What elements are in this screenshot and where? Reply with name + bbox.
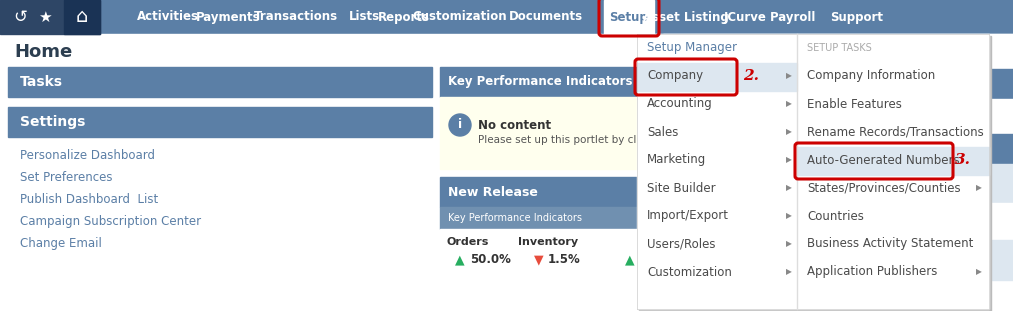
- Text: Application Publishers: Application Publishers: [807, 266, 937, 278]
- Text: ▶: ▶: [786, 128, 792, 137]
- Text: Business Activity Statement: Business Activity Statement: [807, 238, 973, 250]
- Text: Settings: Settings: [20, 115, 85, 129]
- Text: Publish Dashboard  List: Publish Dashboard List: [20, 193, 158, 206]
- Bar: [663, 240, 1013, 280]
- Bar: [8, 67, 432, 97]
- Bar: [639, 36, 991, 311]
- Bar: [440, 67, 655, 97]
- Text: States/Provinces/Counties: States/Provinces/Counties: [807, 182, 960, 194]
- Text: 2014.: 2014.: [673, 235, 761, 263]
- Text: ▼: ▼: [534, 253, 544, 266]
- Text: Campaign Subscription Center: Campaign Subscription Center: [20, 215, 202, 228]
- Text: Activities: Activities: [137, 11, 199, 24]
- Bar: [797, 147, 989, 175]
- Text: 3.: 3.: [955, 153, 970, 167]
- Bar: [663, 134, 1013, 164]
- Text: Auto-Generated Numbers: Auto-Generated Numbers: [807, 154, 959, 166]
- Text: ▶: ▶: [786, 239, 792, 248]
- Text: Inventory: Inventory: [518, 237, 578, 247]
- Text: Change Email: Change Email: [20, 237, 102, 250]
- Text: Please set up this portlet by click: Please set up this portlet by click: [478, 135, 651, 145]
- Text: SETUP TASKS: SETUP TASKS: [807, 43, 872, 53]
- Text: ▶: ▶: [786, 267, 792, 276]
- Text: ▲: ▲: [625, 253, 634, 266]
- Bar: [440, 97, 655, 169]
- Text: Setup Manager: Setup Manager: [647, 41, 737, 54]
- Bar: [797, 34, 989, 309]
- Bar: [0, 0, 1013, 34]
- Text: Company: Company: [647, 69, 703, 82]
- Circle shape: [449, 114, 471, 136]
- Text: 1.5%: 1.5%: [548, 253, 580, 266]
- Text: Import/Export: Import/Export: [647, 210, 729, 222]
- Text: ▶: ▶: [786, 100, 792, 109]
- Bar: [64, 0, 100, 34]
- Text: Countries: Countries: [807, 210, 864, 222]
- Bar: [637, 34, 797, 309]
- Bar: [637, 63, 797, 91]
- Text: JCurve Payroll: JCurve Payroll: [724, 11, 816, 24]
- Text: Customization: Customization: [647, 266, 731, 278]
- Text: Setup: Setup: [610, 11, 648, 24]
- Text: ▶: ▶: [786, 156, 792, 165]
- Text: Site Builder: Site Builder: [647, 182, 715, 194]
- Text: Enable Features: Enable Features: [807, 98, 902, 110]
- Text: No content: No content: [478, 119, 551, 132]
- Text: ▲: ▲: [455, 253, 465, 266]
- Bar: [663, 164, 1013, 203]
- Text: ▶: ▶: [786, 72, 792, 81]
- Text: ▶: ▶: [977, 183, 982, 193]
- Text: ▶: ▶: [786, 183, 792, 193]
- Text: ↺: ↺: [13, 8, 27, 26]
- Text: Asset Listing: Asset Listing: [643, 11, 729, 24]
- Bar: [440, 177, 655, 207]
- Text: Home: Home: [14, 43, 72, 61]
- Text: Company Information: Company Information: [807, 69, 935, 82]
- Bar: [0, 0, 100, 34]
- Text: Set Preferences: Set Preferences: [20, 171, 112, 184]
- Text: Sales: Sales: [647, 126, 679, 138]
- Text: ▶: ▶: [977, 267, 982, 276]
- Text: Tasks: Tasks: [20, 75, 63, 89]
- Bar: [8, 107, 432, 137]
- Text: Accounting: Accounting: [647, 98, 713, 110]
- Bar: [663, 69, 1013, 99]
- Bar: [663, 34, 1013, 311]
- Text: Customization: Customization: [412, 11, 508, 24]
- Text: Payments: Payments: [196, 11, 260, 24]
- Bar: [440, 229, 655, 271]
- Text: i: i: [458, 118, 462, 132]
- Text: Documents: Documents: [509, 11, 583, 24]
- Text: Key Performance Indicators: Key Performance Indicators: [448, 76, 632, 89]
- Text: New Release: New Release: [448, 185, 538, 198]
- Text: 50.0%: 50.0%: [470, 253, 511, 266]
- Text: Personalize Dashboard: Personalize Dashboard: [20, 149, 155, 162]
- Text: Reports: Reports: [378, 11, 430, 24]
- Text: Marketing: Marketing: [647, 154, 706, 166]
- Text: Orders: Orders: [447, 237, 489, 247]
- Text: Support: Support: [831, 11, 883, 24]
- Text: Users/Roles: Users/Roles: [647, 238, 715, 250]
- Text: 2.: 2.: [743, 69, 759, 83]
- Text: Transactions: Transactions: [254, 11, 338, 24]
- Bar: [604, 0, 654, 34]
- Text: ▶: ▶: [786, 211, 792, 220]
- Text: ⌂: ⌂: [76, 7, 88, 26]
- Text: Key Performance Indicators: Key Performance Indicators: [448, 213, 582, 223]
- Bar: [440, 207, 655, 229]
- Bar: [0, 34, 1013, 311]
- Text: Rename Records/Transactions: Rename Records/Transactions: [807, 126, 984, 138]
- Bar: [663, 99, 1013, 134]
- Bar: [663, 203, 1013, 240]
- Text: ★: ★: [38, 10, 52, 25]
- Text: Lists: Lists: [348, 11, 380, 24]
